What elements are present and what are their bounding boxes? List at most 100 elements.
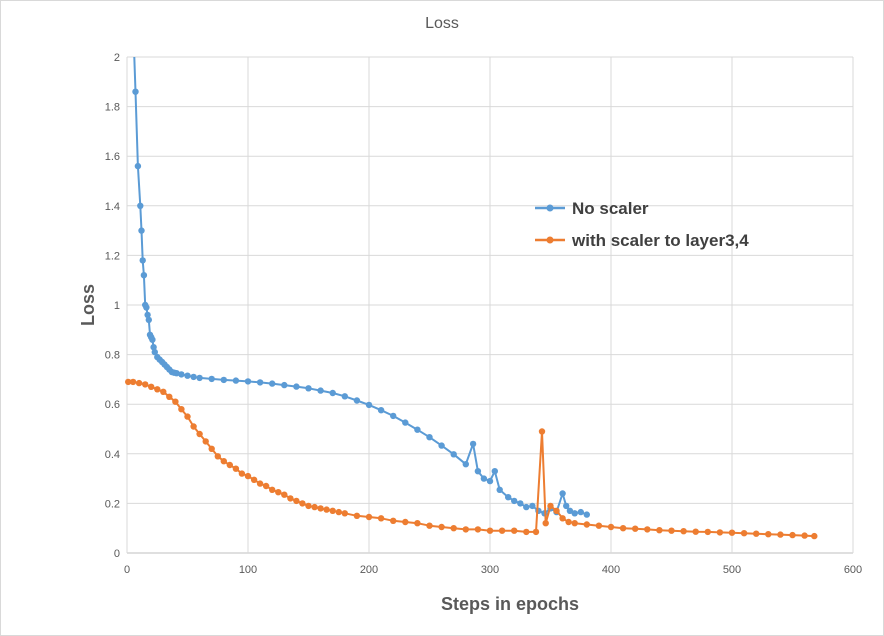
data-point: [220, 458, 227, 465]
data-point: [323, 506, 330, 513]
data-point: [566, 507, 574, 514]
data-point: [583, 511, 590, 518]
data-point: [238, 470, 246, 477]
data-point: [414, 520, 421, 527]
data-point: [137, 202, 144, 209]
data-point: [341, 393, 348, 400]
data-point: [144, 311, 151, 319]
data-point: [232, 377, 240, 384]
data-point: [740, 530, 748, 537]
data-point: [196, 430, 203, 438]
data-point: [329, 507, 336, 514]
data-point: [281, 491, 288, 498]
data-point: [269, 486, 276, 493]
data-point: [190, 423, 197, 430]
data-point: [498, 527, 506, 534]
data-point: [583, 521, 590, 528]
data-point: [547, 502, 554, 510]
data-point: [450, 451, 457, 458]
data-point: [716, 529, 724, 536]
data-point: [680, 528, 687, 535]
data-point: [532, 528, 540, 536]
data-point: [305, 385, 312, 392]
data-point: [135, 379, 143, 387]
legend-item-no-scaler: No scaler: [535, 199, 649, 218]
data-point: [184, 372, 191, 379]
data-point: [353, 397, 361, 404]
data-point: [511, 527, 518, 534]
data-point: [208, 445, 215, 452]
data-point: [480, 475, 488, 482]
data-point: [190, 373, 197, 381]
legend-swatch-marker: [546, 236, 554, 244]
data-point: [619, 525, 627, 532]
tick-labels: 0 0.2 0.4 0.6 0.8 1 1.2 1.4 1.6 1.8 2 0 100 200 300 400…: [105, 52, 862, 576]
data-point: [214, 453, 221, 460]
data-point: [220, 376, 227, 384]
data-point: [753, 530, 760, 537]
data-point: [311, 503, 318, 511]
data-point: [542, 520, 549, 527]
data-point: [125, 378, 132, 386]
data-point: [462, 461, 469, 468]
data-point: [438, 442, 445, 449]
data-point: [160, 388, 167, 395]
legend-item-with-scaler: with scaler to layer3,4: [535, 231, 749, 250]
y-tick-label: 1.2: [105, 250, 120, 262]
data-point: [305, 502, 312, 510]
data-point: [166, 393, 173, 400]
data-point: [595, 522, 603, 529]
data-point: [335, 508, 342, 516]
data-point: [553, 507, 560, 514]
y-tick-label: 1.8: [105, 102, 120, 114]
x-tick-label: 600: [844, 564, 862, 576]
data-point: [692, 528, 699, 535]
data-point: [129, 378, 137, 386]
data-point: [517, 500, 524, 507]
x-axis-label: Steps in epochs: [441, 594, 579, 614]
data-point: [505, 494, 512, 501]
x-tick-label: 400: [602, 564, 620, 576]
data-point: [426, 434, 433, 441]
data-point: [184, 413, 191, 420]
data-point: [565, 518, 572, 526]
series-group: [125, 56, 818, 540]
x-tick-label: 0: [124, 564, 130, 576]
y-tick-label: 1.4: [105, 201, 120, 213]
data-point: [538, 428, 546, 435]
data-point: [704, 528, 711, 536]
y-tick-label: 0.4: [105, 449, 120, 461]
data-point: [244, 472, 252, 480]
data-point: [134, 162, 142, 170]
data-point: [244, 378, 252, 385]
data-point: [202, 438, 209, 445]
x-tick-label: 100: [239, 564, 257, 576]
data-point: [226, 461, 233, 469]
data-point: [317, 387, 324, 394]
legend-swatch-marker: [546, 204, 554, 212]
data-point: [293, 497, 300, 505]
data-point: [491, 468, 498, 475]
data-point: [142, 381, 149, 388]
data-point: [563, 502, 570, 510]
data-point: [559, 490, 566, 497]
data-point: [151, 348, 158, 356]
data-point: [474, 526, 482, 533]
data-point: [632, 525, 639, 532]
data-point: [801, 532, 808, 539]
data-point: [138, 227, 145, 234]
data-point: [256, 379, 264, 386]
y-tick-label: 0.8: [105, 350, 120, 362]
data-point: [178, 371, 185, 378]
data-point: [329, 389, 336, 397]
data-point: [426, 522, 433, 529]
data-point: [341, 510, 348, 517]
data-point: [462, 526, 469, 533]
data-point: [811, 532, 818, 540]
data-point: [256, 480, 264, 487]
data-point: [275, 489, 282, 496]
y-tick-label: 2: [114, 52, 120, 64]
data-point: [287, 495, 294, 502]
y-tick-label: 0.2: [105, 498, 120, 510]
